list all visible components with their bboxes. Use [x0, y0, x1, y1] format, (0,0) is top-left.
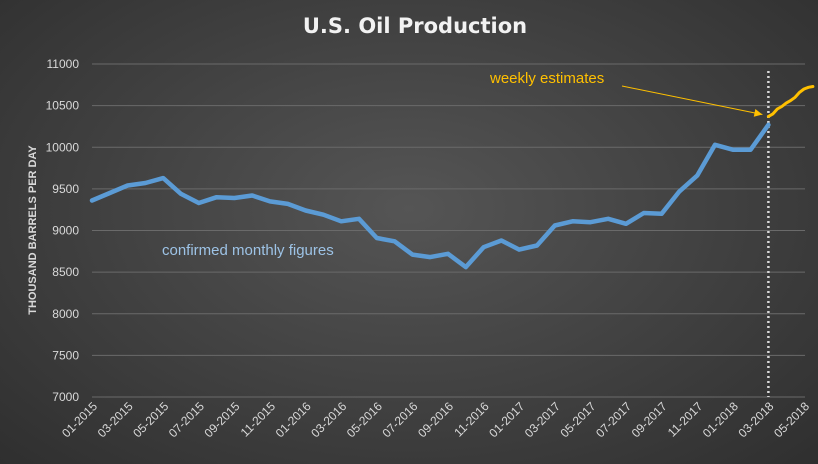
x-tick-label: 11-2015	[238, 399, 279, 440]
y-tick-label: 8000	[52, 307, 79, 321]
y-tick-label: 9500	[52, 182, 79, 196]
y-tick-label: 7500	[52, 348, 79, 362]
x-tick-label: 07-2017	[593, 399, 634, 440]
x-tick-labels: 01-201503-201505-201507-201509-201511-20…	[59, 399, 812, 440]
monthly-annotation: confirmed monthly figures	[162, 242, 334, 259]
x-tick-label: 09-2016	[415, 399, 456, 440]
weekly-series-line	[766, 85, 815, 118]
y-tick-label: 10000	[46, 140, 80, 154]
y-tick-label: 10500	[46, 99, 80, 113]
y-tick-label: 8500	[52, 265, 79, 279]
x-tick-label: 03-2016	[308, 399, 349, 440]
x-tick-label: 05-2015	[130, 399, 171, 440]
y-axis-label: THOUSAND BARRELS PER DAY	[27, 145, 39, 315]
arrow-head	[753, 108, 763, 117]
arrow-shaft	[621, 85, 763, 115]
y-tick-label: 11000	[47, 57, 80, 71]
weekly-arrow	[621, 85, 763, 117]
x-tick-label: 03-2018	[735, 399, 776, 440]
gridlines	[92, 63, 805, 398]
x-tick-label: 07-2015	[166, 399, 207, 440]
y-tick-label: 9000	[52, 224, 79, 238]
x-tick-label: 07-2016	[379, 399, 420, 440]
y-tick-labels: 7000 7500 8000 8500 9000 9500 10000 10500 11000	[46, 57, 80, 404]
x-tick-label: 03-2015	[95, 399, 136, 440]
x-tick-label: 09-2017	[629, 399, 670, 440]
monthly-series-line	[89, 122, 771, 270]
x-tick-label: 01-2017	[486, 399, 527, 440]
y-tick-label: 7000	[52, 390, 79, 404]
x-tick-label: 01-2015	[59, 399, 100, 440]
x-tick-label: 09-2015	[201, 399, 242, 440]
x-tick-label: 05-2018	[771, 399, 812, 440]
x-tick-label: 11-2016	[451, 399, 492, 440]
x-tick-label: 05-2016	[344, 399, 385, 440]
series-lines	[89, 85, 815, 270]
weekly-annotation: weekly estimates	[489, 70, 604, 87]
x-tick-label: 05-2017	[557, 399, 598, 440]
x-tick-label: 03-2017	[522, 399, 563, 440]
x-tick-label: 11-2017	[665, 399, 706, 440]
x-tick-label: 01-2018	[700, 399, 741, 440]
x-tick-label: 01-2016	[273, 399, 314, 440]
chart-title: U.S. Oil Production	[303, 14, 527, 38]
